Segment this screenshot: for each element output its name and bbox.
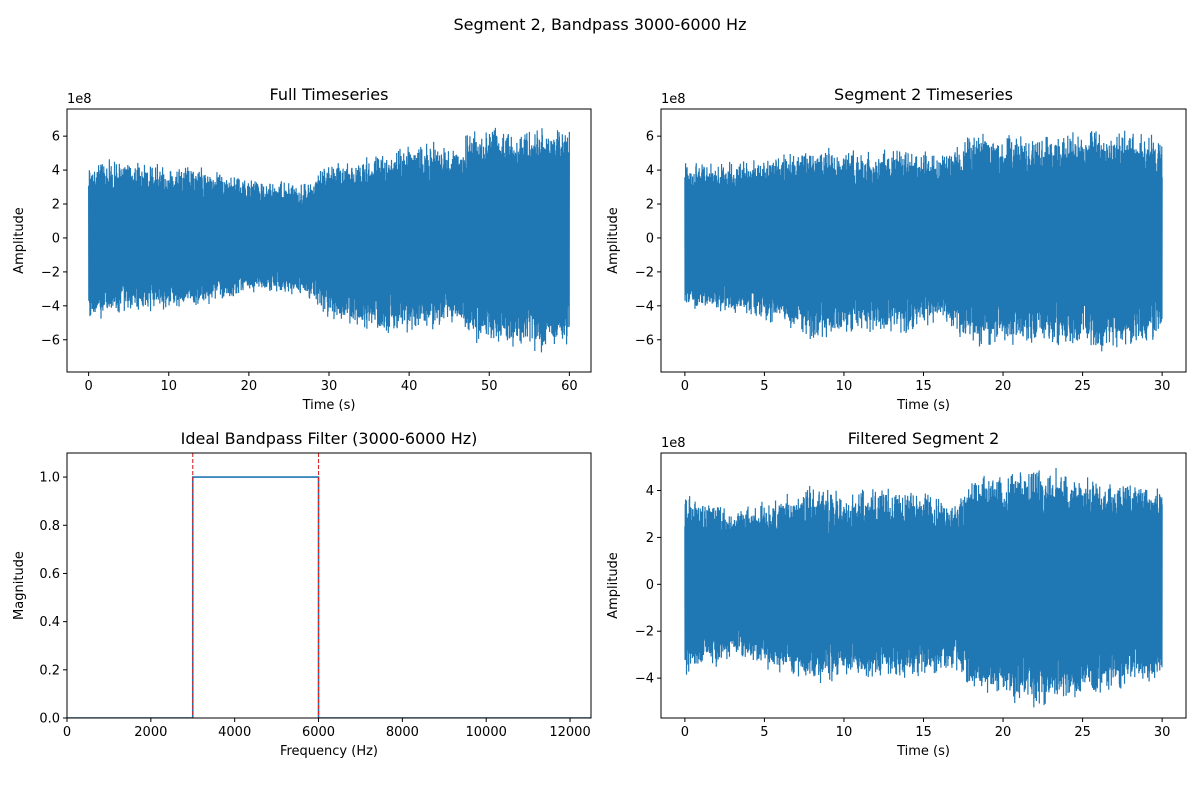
full-timeseries-xlabel: Time (s) <box>302 398 356 413</box>
segment2-timeseries-ytick-label: 6 <box>646 130 654 145</box>
full-timeseries-plot-area <box>88 127 570 353</box>
segment2-timeseries-ytick-label: 0 <box>646 231 654 246</box>
filtered-segment2-ytick-label: 4 <box>646 484 654 499</box>
full-timeseries-signal-line <box>88 127 570 353</box>
filtered-segment2-ytick-label: 0 <box>646 578 654 593</box>
filter-response-line <box>67 476 591 718</box>
full-timeseries-ytick-label: −6 <box>41 333 60 348</box>
filtered-segment2-plot-area <box>684 468 1163 708</box>
bandpass-filter-title: Ideal Bandpass Filter (3000-6000 Hz) <box>181 429 478 448</box>
segment2-timeseries-ytick-label: −2 <box>635 265 654 280</box>
bandpass-filter-xlabel: Frequency (Hz) <box>280 744 378 759</box>
filtered-segment2-ytick-label: 2 <box>646 531 654 546</box>
full-timeseries-xtick-label: 60 <box>561 379 578 394</box>
segment2-timeseries-ytick-label: 4 <box>646 164 654 179</box>
filtered-segment2-title: Filtered Segment 2 <box>848 429 1000 448</box>
full-timeseries-panel: 0 10 20 30 40 50 60 −6 −4 −2 0 2 4 6 1e8 Full Timeserie… <box>12 85 592 413</box>
full-timeseries-xtick-label: 40 <box>401 379 418 394</box>
segment2-timeseries-xtick-label: 10 <box>836 379 853 394</box>
full-timeseries-ytick-label: −4 <box>41 299 60 314</box>
bandpass-filter-axes-frame <box>66 452 592 719</box>
filtered-segment2-ytick-label: −2 <box>635 625 654 640</box>
full-timeseries-xtick-label: 50 <box>481 379 498 394</box>
bandpass-filter-xtick-label: 2000 <box>134 725 167 740</box>
filtered-segment2-xtick-label: 30 <box>1154 725 1171 740</box>
full-timeseries-ytick-label: 2 <box>52 198 60 213</box>
filtered-segment2-signal-line <box>684 468 1163 708</box>
full-timeseries-title: Full Timeseries <box>270 85 389 104</box>
filtered-segment2-ytick-label: −4 <box>635 672 654 687</box>
filtered-segment2-xtick-label: 25 <box>1074 725 1091 740</box>
bandpass-filter-ytick-label: 0.6 <box>39 567 60 582</box>
segment2-timeseries-title: Segment 2 Timeseries <box>834 85 1013 104</box>
segment2-timeseries-xtick-label: 30 <box>1154 379 1171 394</box>
bandpass-filter-panel: 0 2000 4000 6000 8000 10000 12000 0.0 0.2 0.4 0.6 0… <box>12 429 592 759</box>
full-timeseries-offset-text: 1e8 <box>67 92 92 107</box>
segment2-timeseries-ylabel: Amplitude <box>606 207 621 274</box>
bandpass-filter-ytick-label: 1.0 <box>39 471 60 486</box>
bandpass-filter-ytick-label: 0.2 <box>39 663 60 678</box>
filtered-segment2-xtick-label: 15 <box>915 725 932 740</box>
segment2-timeseries-ytick-label: −6 <box>635 333 654 348</box>
segment2-timeseries-offset-text: 1e8 <box>661 92 686 107</box>
bandpass-filter-ytick-label: 0.8 <box>39 519 60 534</box>
filtered-segment2-xtick-label: 0 <box>681 725 689 740</box>
segment2-timeseries-xtick-label: 15 <box>915 379 932 394</box>
segment2-timeseries-ytick-label: 2 <box>646 198 654 213</box>
segment2-timeseries-xtick-label: 25 <box>1074 379 1091 394</box>
bandpass-filter-ylabel: Magnitude <box>12 551 27 620</box>
full-timeseries-ylabel: Amplitude <box>12 207 27 274</box>
bandpass-filter-ytick-label: 0.4 <box>39 615 60 630</box>
filtered-segment2-xlabel: Time (s) <box>896 744 950 759</box>
filtered-segment2-panel: 0 5 10 15 20 25 30 −4 −2 0 2 4 1e8 Filtered Segment 2… <box>606 429 1187 759</box>
filtered-segment2-offset-text: 1e8 <box>661 436 686 451</box>
segment2-timeseries-xtick-label: 5 <box>760 379 768 394</box>
segment2-timeseries-signal-line <box>684 130 1163 352</box>
bandpass-filter-xtick-label: 4000 <box>218 725 251 740</box>
full-timeseries-ytick-label: 6 <box>52 130 60 145</box>
full-timeseries-xtick-label: 0 <box>84 379 92 394</box>
segment2-timeseries-panel: 0 5 10 15 20 25 30 −6 −4 −2 0 2 4 6 1e8 Segment 2 Times… <box>606 85 1187 413</box>
bandpass-filter-xtick-label: 12000 <box>549 725 590 740</box>
bandpass-filter-xtick-label: 8000 <box>386 725 419 740</box>
segment2-timeseries-plot-area <box>684 130 1163 352</box>
full-timeseries-xtick-label: 20 <box>241 379 258 394</box>
segment2-timeseries-xtick-label: 20 <box>995 379 1012 394</box>
segment2-timeseries-ytick-label: −4 <box>635 299 654 314</box>
bandpass-filter-xtick-label: 6000 <box>302 725 335 740</box>
segment2-timeseries-xtick-label: 0 <box>681 379 689 394</box>
bandpass-filter-xtick-label: 10000 <box>466 725 507 740</box>
bandpass-filter-ytick-label: 0.0 <box>39 712 60 727</box>
filtered-segment2-xtick-label: 10 <box>836 725 853 740</box>
bandpass-filter-xtick-label: 0 <box>63 725 71 740</box>
filtered-segment2-ylabel: Amplitude <box>606 552 621 619</box>
segment2-timeseries-xlabel: Time (s) <box>896 398 950 413</box>
figure-suptitle: Segment 2, Bandpass 3000-6000 Hz <box>454 15 747 34</box>
full-timeseries-ytick-label: 0 <box>52 231 60 246</box>
full-timeseries-xtick-label: 10 <box>160 379 177 394</box>
filtered-segment2-xtick-label: 20 <box>995 725 1012 740</box>
filtered-segment2-xtick-label: 5 <box>760 725 768 740</box>
full-timeseries-ytick-label: 4 <box>52 164 60 179</box>
full-timeseries-ytick-label: −2 <box>41 265 60 280</box>
bandpass-filter-plot-area <box>67 453 591 718</box>
full-timeseries-xtick-label: 30 <box>321 379 338 394</box>
